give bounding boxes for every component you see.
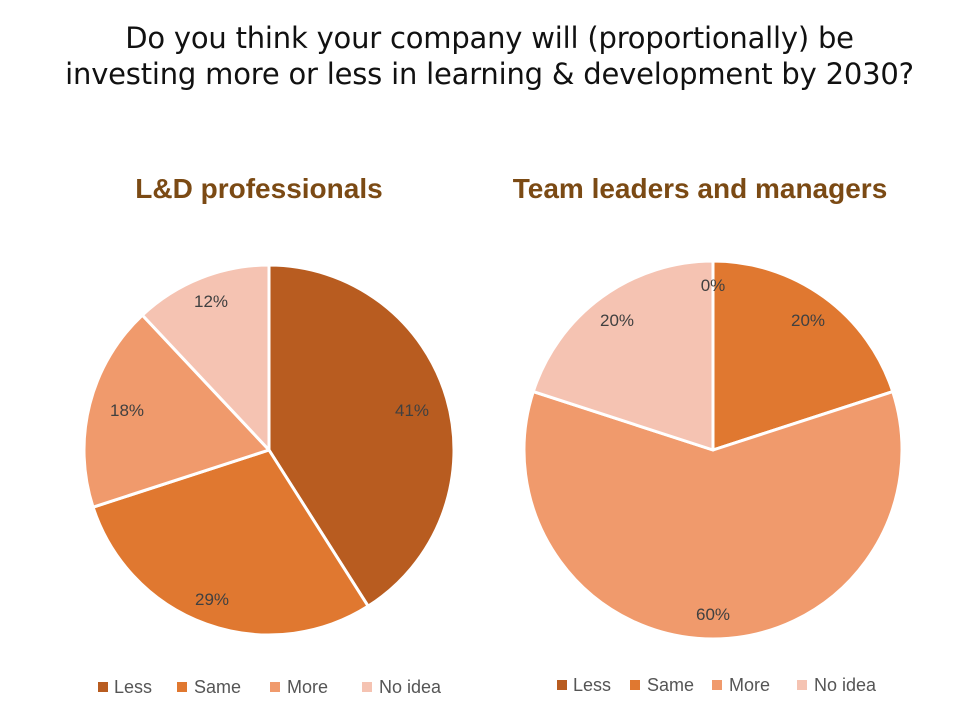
pie-slice-no-idea <box>140 263 271 452</box>
legend-label-more: More <box>287 677 328 697</box>
legend-swatch-same <box>630 680 640 690</box>
legend-label-no-idea: No idea <box>379 677 442 697</box>
chart-title: L&D professionals <box>135 173 382 204</box>
legend-label-less: Less <box>114 677 152 697</box>
page-title-line-2: investing more or less in learning & dev… <box>65 57 914 91</box>
data-label-no-idea: 20% <box>600 311 634 330</box>
legend-swatch-same <box>177 682 187 692</box>
data-label-more: 60% <box>696 605 730 624</box>
page-title-line-1: Do you think your company will (proporti… <box>125 21 854 55</box>
legend-swatch-more <box>712 680 722 690</box>
legend-label-less: Less <box>573 675 611 695</box>
pie-chart-team-leaders: Team leaders and managers 0% 20% 60% 20% Less… <box>513 173 904 695</box>
pie-chart-ld-professionals: L&D professionals 41% 29% 18% 12% Less Same Mor… <box>82 173 456 697</box>
legend-label-more: More <box>729 675 770 695</box>
legend-label-same: Same <box>647 675 694 695</box>
data-label-same: 29% <box>195 590 229 609</box>
pie-slice-no-idea <box>531 259 715 452</box>
data-label-same: 20% <box>791 311 825 330</box>
chart-title: Team leaders and managers <box>513 173 888 204</box>
data-label-less: 41% <box>395 401 429 420</box>
data-label-more: 18% <box>110 401 144 420</box>
legend-swatch-no-idea <box>362 682 372 692</box>
legend-swatch-no-idea <box>797 680 807 690</box>
page-title: Do you think your company will (proporti… <box>0 20 979 92</box>
data-label-less: 0% <box>701 276 726 295</box>
pie-slice-more <box>82 313 271 509</box>
pie-slice-same <box>711 259 895 452</box>
legend-swatch-more <box>270 682 280 692</box>
data-label-no-idea: 12% <box>194 292 228 311</box>
pie-slice-more <box>522 390 904 641</box>
legend-label-same: Same <box>194 677 241 697</box>
chart-legend: Less Same More No idea <box>98 677 442 697</box>
pie-slice-same <box>91 448 370 637</box>
legend-label-no-idea: No idea <box>814 675 877 695</box>
legend-swatch-less <box>557 680 567 690</box>
chart-legend: Less Same More No idea <box>557 675 877 695</box>
legend-swatch-less <box>98 682 108 692</box>
